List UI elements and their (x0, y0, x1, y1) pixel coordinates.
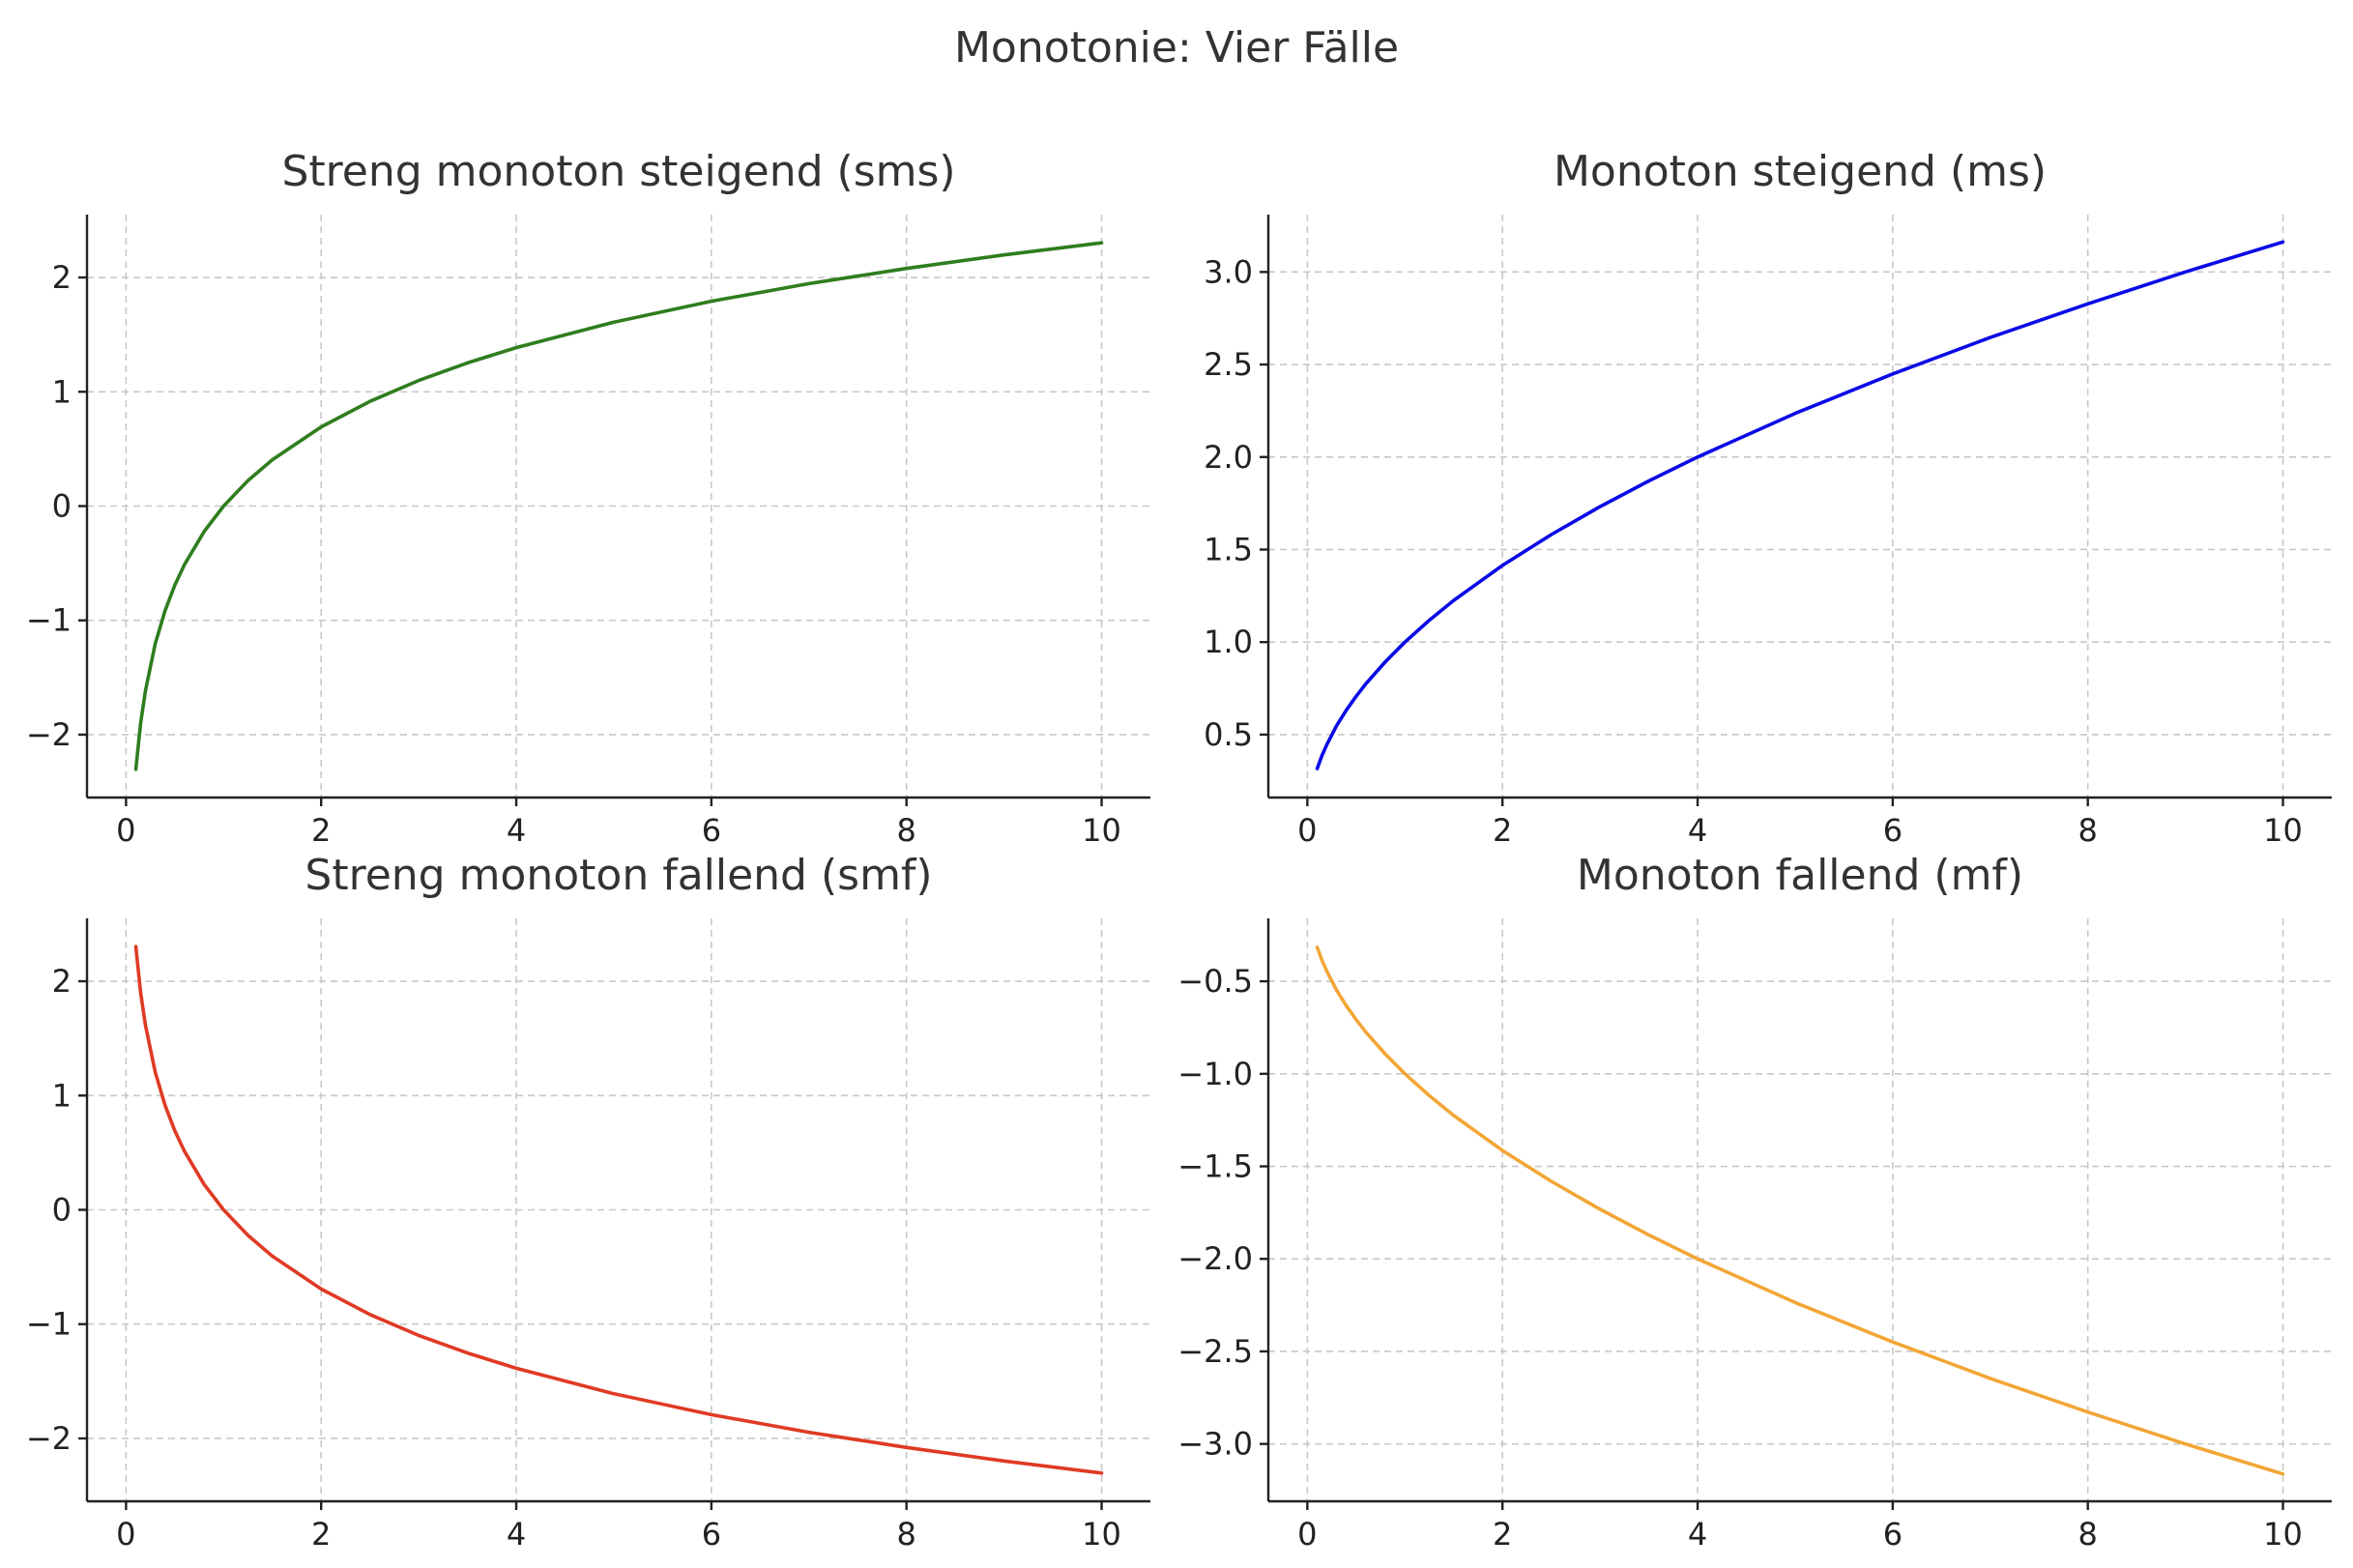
chart-2-x-tick-label-0: 0 (1297, 812, 1317, 849)
chart-2-y-tick-label-3: 2.0 (1204, 439, 1253, 476)
chart-4-x-tick-label-0: 0 (1297, 1516, 1317, 1553)
chart-4-x-tick-label-2: 4 (1688, 1516, 1707, 1553)
chart-1-y-tick-label-4: 2 (52, 259, 72, 296)
chart-3-x-tick-label-0: 0 (116, 1516, 135, 1553)
chart-4-x-tick-label-4: 8 (2078, 1516, 2098, 1553)
chart-1-series-line-0 (133, 241, 1104, 771)
chart-1-panel: Streng monoton steigend (sms)0 2 4 6 8 10−2−1… (26, 147, 1150, 849)
chart-1-x-tick-label-5: 10 (1082, 812, 1121, 849)
chart-4-title: Monoton fallend (mf) (1577, 851, 2023, 900)
chart-3-y-tick-label-0: −2 (26, 1420, 72, 1457)
chart-3-y-tick-label-4: 2 (52, 963, 72, 1000)
chart-3-title: Streng monoton fallend (smf) (305, 851, 932, 900)
chart-1-y-tick-label-0: −2 (26, 716, 72, 753)
chart-1-x-tick-label-2: 4 (507, 812, 526, 849)
chart-2-x-tick-label-4: 8 (2078, 812, 2098, 849)
chart-4-y-tick-label-0: −0.5 (1177, 963, 1253, 1000)
chart-1-x-tick-label-3: 6 (702, 812, 721, 849)
chart-4-panel: Monoton fallend (mf) 0 2 4 6 8 10 −0.5 −1.0 −1.5 −… (1177, 851, 2332, 1553)
chart-3-series-line-0 (133, 944, 1104, 1475)
chart-2-title: Monoton steigend (ms) (1554, 147, 2047, 196)
chart-2-panel: Monoton steigend (ms) 0 2 4 6 8 10 0.5 1.0 1.5 2.0… (1204, 147, 2332, 849)
chart-1-title: Streng monoton steigend (sms) (281, 147, 955, 196)
chart-4-y-tick-label-1: −1.0 (1177, 1056, 1253, 1092)
chart-1-x-tick-label-4: 8 (897, 812, 916, 849)
chart-1-x-tick-label-1: 2 (311, 812, 331, 849)
chart-2-y-tick-label-1: 1.0 (1204, 624, 1253, 660)
chart-3-panel: Streng monoton fallend (smf) 0 2 4 6 8 10 −2 −1 0… (26, 851, 1150, 1553)
chart-3-y-tick-label-3: 1 (52, 1077, 72, 1114)
chart-2-y-tick-label-0: 0.5 (1204, 716, 1253, 753)
chart-4-series-line-0 (1315, 945, 2285, 1476)
chart-1-y-tick-label-2: 0 (52, 488, 72, 525)
chart-4-y-tick-label-4: −2.5 (1177, 1333, 1253, 1370)
figure-title: Monotonie: Vier Fälle (954, 23, 1399, 73)
chart-3-x-tick-label-4: 8 (897, 1516, 916, 1553)
chart-1-y-tick-label-1: −1 (26, 602, 72, 639)
chart-4-y-tick-label-5: −3.0 (1177, 1426, 1253, 1463)
chart-3-y-tick-label-2: 0 (52, 1192, 72, 1229)
chart-3-x-tick-label-3: 6 (702, 1516, 721, 1553)
chart-4-y-tick-label-2: −1.5 (1177, 1148, 1253, 1185)
chart-3-x-tick-label-1: 2 (311, 1516, 331, 1553)
chart-2-series-line-0 (1315, 240, 2285, 770)
chart-4-x-tick-label-3: 6 (1883, 1516, 1903, 1553)
chart-2-x-tick-label-1: 2 (1493, 812, 1512, 849)
chart-2-x-tick-label-2: 4 (1688, 812, 1707, 849)
chart-2-y-tick-label-5: 3.0 (1204, 253, 1253, 290)
chart-2-x-tick-label-5: 10 (2263, 812, 2303, 849)
chart-2-x-tick-label-3: 6 (1883, 812, 1903, 849)
chart-2-y-tick-label-2: 1.5 (1204, 531, 1253, 567)
chart-4-x-tick-label-5: 10 (2263, 1516, 2303, 1553)
chart-2-y-tick-label-4: 2.5 (1204, 346, 1253, 383)
chart-4-y-tick-label-3: −2.0 (1177, 1240, 1253, 1277)
chart-1-y-tick-label-3: 1 (52, 373, 72, 410)
chart-1-x-tick-label-0: 0 (116, 812, 135, 849)
chart-3-y-tick-label-1: −1 (26, 1306, 72, 1343)
chart-4-x-tick-label-1: 2 (1493, 1516, 1512, 1553)
chart-3-x-tick-label-5: 10 (1082, 1516, 1121, 1553)
chart-3-x-tick-label-2: 4 (507, 1516, 526, 1553)
